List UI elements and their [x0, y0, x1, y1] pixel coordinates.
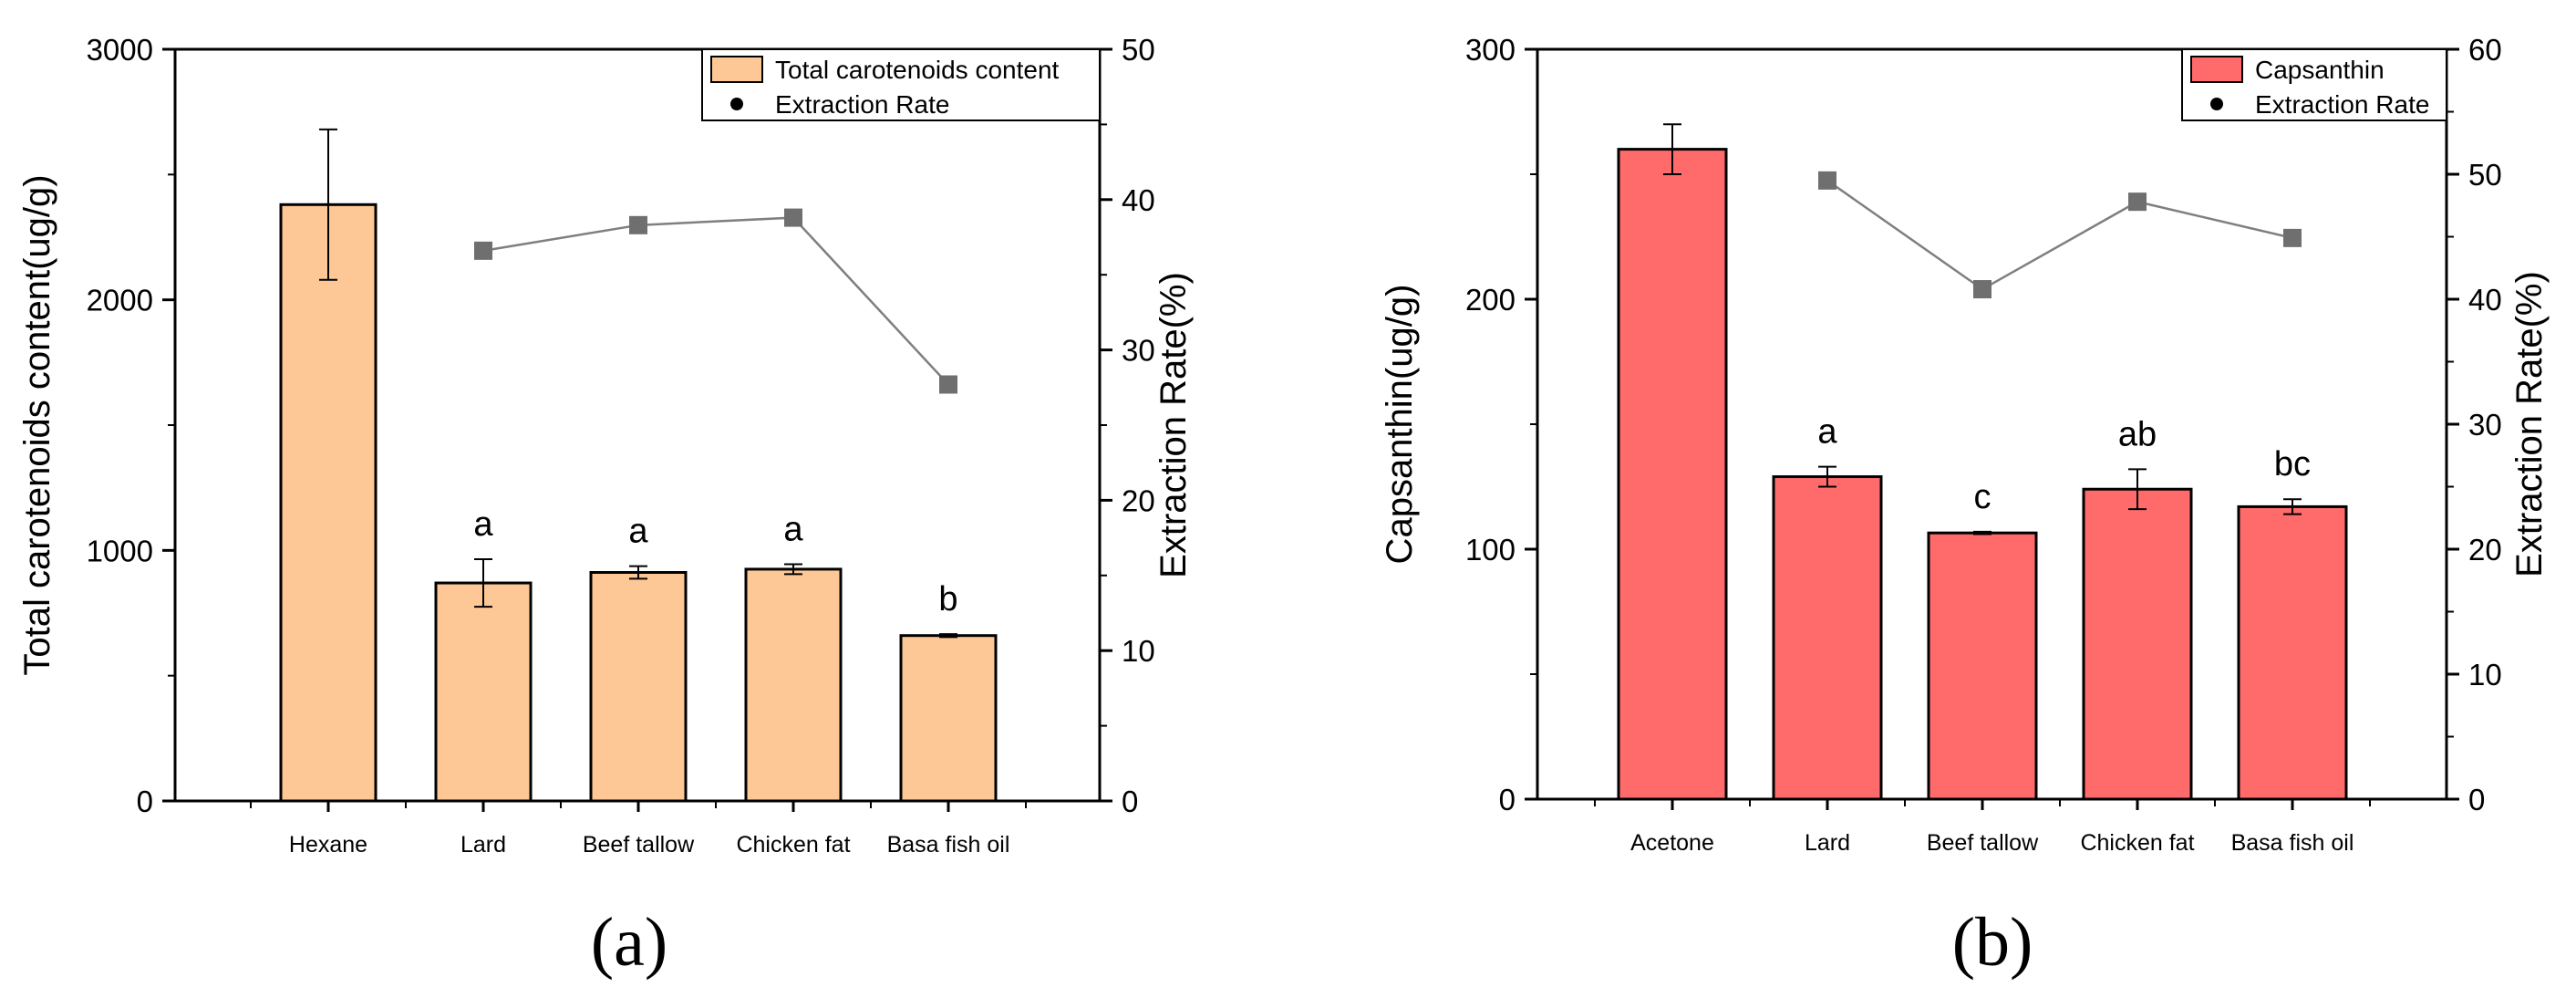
extraction-rate-line	[1826, 179, 2293, 291]
y2-tick-label: 0	[1122, 785, 1138, 818]
y-tick-label: 0	[137, 785, 153, 818]
x-tick-label: Beef tallow	[1927, 830, 2039, 856]
y-axis-title: Total carotenoids content(ug/g)	[17, 174, 57, 675]
y2-tick-label: 40	[1122, 183, 1155, 217]
bar	[1617, 148, 1728, 801]
significance-label: a	[1817, 413, 1837, 452]
y2-tick-label: 50	[2468, 158, 2502, 192]
legend-bar-swatch	[2190, 56, 2243, 83]
bar	[1772, 475, 1883, 801]
y2-tick-label: 0	[2468, 783, 2485, 816]
extraction-rate-point	[2283, 228, 2302, 247]
significance-label: c	[1974, 478, 1991, 516]
y-tick-label: 300	[1465, 33, 1516, 67]
y-tick-label: 100	[1465, 533, 1516, 567]
significance-label: ab	[2118, 415, 2157, 453]
chart-panel-a: Hexane a Lard a Beef tallow a Chicken fat b Basa…	[17, 33, 1194, 981]
y-tick-label: 2000	[87, 284, 153, 317]
legend-box	[701, 48, 1101, 121]
extraction-rate-point	[1973, 280, 1991, 299]
x-tick-label: Chicken fat	[736, 832, 850, 858]
legend: Total carotenoids content Extraction Rate	[701, 48, 1101, 121]
legend-line-marker	[2210, 98, 2223, 110]
y2-tick-label: 10	[2468, 658, 2502, 691]
significance-label: b	[938, 580, 957, 619]
y2-tick-label: 30	[1122, 334, 1155, 368]
extraction-rate-point	[939, 375, 957, 394]
extraction-rate-point	[629, 215, 647, 234]
extraction-rate-point	[474, 241, 492, 260]
y2-tick-label: 40	[2468, 283, 2502, 317]
y-axis-title: Capsanthin(ug/g)	[1380, 285, 1420, 565]
legend-label: Total carotenoids content	[775, 56, 1060, 84]
legend-label: Extraction Rate	[775, 90, 949, 119]
bar	[744, 567, 843, 803]
x-tick-label: Acetone	[1630, 830, 1714, 856]
y2-tick-label: 50	[1122, 33, 1155, 67]
bar	[899, 634, 998, 803]
x-tick-label: Lard	[1805, 830, 1850, 856]
y-tick-label: 200	[1465, 283, 1516, 317]
significance-label: bc	[2274, 445, 2311, 483]
bar	[589, 571, 688, 803]
y2-tick-label: 20	[2468, 533, 2502, 567]
panel-label: (b)	[1952, 904, 2033, 981]
bar	[434, 581, 533, 803]
panel-label: (a)	[591, 904, 667, 981]
significance-label: a	[473, 505, 493, 544]
y-tick-label: 0	[1499, 783, 1516, 816]
bar	[1927, 531, 2038, 801]
significance-label: a	[628, 513, 648, 551]
y-tick-label: 1000	[87, 534, 153, 567]
bar	[2082, 487, 2193, 801]
y2-tick-label: 60	[2468, 33, 2502, 67]
bar	[279, 203, 378, 803]
x-tick-label: Basa fish oil	[887, 832, 1010, 858]
legend-bar-swatch	[710, 56, 763, 83]
y2-tick-label: 20	[1122, 483, 1155, 517]
x-tick-label: Beef tallow	[583, 832, 695, 858]
legend-label: Capsanthin	[2255, 56, 2385, 84]
chart-panel-b: Acetone a Lard c Beef tallow ab Chicken fat bc B…	[1380, 33, 2550, 981]
x-tick-label: Hexane	[289, 832, 367, 858]
y2-tick-label: 10	[1122, 634, 1155, 668]
y2-tick-label: 30	[2468, 408, 2502, 442]
y2-axis-title: Extraction Rate(%)	[2509, 271, 2550, 577]
x-tick-label: Basa fish oil	[2231, 830, 2354, 856]
bar	[2237, 504, 2348, 801]
extraction-rate-point	[2128, 192, 2147, 212]
extraction-rate-line	[482, 216, 949, 386]
extraction-rate-point	[784, 208, 802, 227]
x-tick-label: Lard	[460, 832, 506, 858]
extraction-rate-point	[1818, 171, 1836, 190]
x-tick-label: Chicken fat	[2080, 830, 2194, 856]
legend-label: Extraction Rate	[2255, 90, 2429, 119]
significance-label: a	[783, 510, 803, 548]
legend-line-marker	[730, 98, 743, 110]
y-tick-label: 3000	[87, 33, 153, 67]
legend: Capsanthin Extraction Rate	[2181, 48, 2447, 121]
y2-axis-title: Extraction Rate(%)	[1154, 272, 1194, 578]
